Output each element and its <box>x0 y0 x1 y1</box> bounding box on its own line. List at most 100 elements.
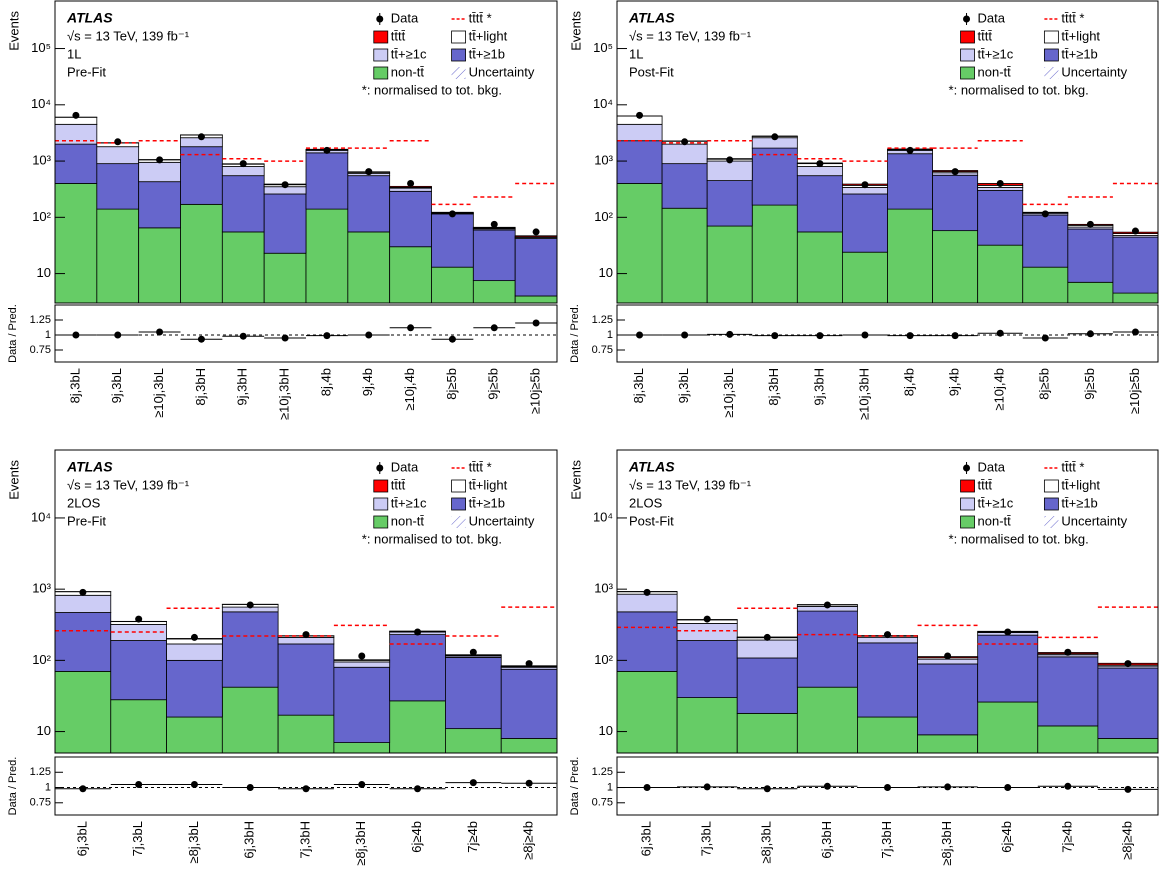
bar-segment <box>277 643 335 716</box>
ratio-tick-label: 1.25 <box>30 314 51 326</box>
bar-segment <box>751 204 798 304</box>
x-tick-label: 6j≥4b <box>409 821 424 853</box>
ratio-point <box>636 331 644 339</box>
y-tick-label: 10⁵ <box>31 40 51 55</box>
legend-label: non-tt̄ <box>391 64 425 79</box>
ratio-point <box>906 332 914 340</box>
bar-segment <box>977 187 1024 191</box>
ratio-point <box>703 783 711 791</box>
legend-label: non-tt̄ <box>978 64 1012 79</box>
data-point <box>156 156 164 164</box>
bar-segment <box>110 640 167 701</box>
bar-segment <box>932 174 979 232</box>
legend-swatch <box>451 516 466 528</box>
bar-segment <box>138 161 181 183</box>
bar-segment <box>110 699 167 754</box>
x-tick-label: 6j,3bH <box>242 821 257 859</box>
ratio-tick-label: 1 <box>607 781 613 793</box>
bar-segment <box>445 728 502 754</box>
bar-segment <box>138 181 181 229</box>
y-tick-label: 10³ <box>594 581 613 596</box>
y-tick-label: 10³ <box>594 153 613 168</box>
bar-segment <box>616 183 663 304</box>
ratio-point <box>532 319 540 327</box>
bar-segment <box>180 146 223 205</box>
data-point <box>951 168 959 176</box>
x-tick-label: ≥10j,3bL <box>721 368 736 418</box>
data-point <box>823 601 831 609</box>
ratio-tick-label: 0.75 <box>30 344 51 356</box>
legend-label: tt̄+light <box>469 28 508 43</box>
legend-label: tt̄+≥1c <box>978 46 1014 61</box>
data-point <box>365 168 373 176</box>
x-tick-label: 8j,4b <box>318 368 333 396</box>
x-tick-label: ≥8j,3bH <box>939 821 954 866</box>
x-tick-label: 9j,3bL <box>109 368 124 403</box>
bar-segment <box>842 187 888 195</box>
data-point <box>944 652 952 660</box>
legend-swatch <box>1043 497 1059 511</box>
x-tick-label: 8j≥5b <box>1037 368 1052 400</box>
bar-segment <box>706 225 753 304</box>
y-axis-title: Events <box>6 460 21 500</box>
y-axis-title: Events <box>568 460 583 500</box>
bar-segment <box>347 175 391 233</box>
bar-segment <box>54 143 98 184</box>
legend-note: *: normalised to tot. bkg. <box>949 531 1089 546</box>
ratio-frame <box>54 304 558 363</box>
data-point <box>323 146 331 154</box>
legend-label: tt̄tt̄ <box>391 477 406 492</box>
bar-segment <box>1112 292 1159 304</box>
ratio-point <box>239 332 247 340</box>
bar-segment <box>221 166 265 177</box>
fit-label: Pre-Fit <box>67 64 106 79</box>
legend-swatch <box>960 30 975 44</box>
x-tick-label: ≥10j,3bH <box>856 368 871 420</box>
region-label: 2LOS <box>67 495 101 510</box>
ratio-tick-label: 0.75 <box>592 344 613 356</box>
legend-label: non-tt̄ <box>391 513 425 528</box>
x-tick-label: 7j,3bH <box>297 821 312 859</box>
bar-segment <box>472 229 516 282</box>
atlas-label: ATLAS <box>628 10 675 26</box>
x-tick-label: 7j,3bH <box>879 821 894 859</box>
ratio-point <box>407 324 415 332</box>
bar-segment <box>616 611 678 672</box>
bar-segment <box>1097 667 1159 739</box>
bar-segment <box>661 207 708 304</box>
x-tick-label: 6j,3bL <box>74 821 89 856</box>
x-tick-label: 9j,3bL <box>676 368 691 403</box>
data-point <box>490 220 498 228</box>
x-tick-label: 9j,4b <box>360 368 375 396</box>
legend-swatch <box>373 48 389 62</box>
data-point <box>681 138 689 146</box>
bar-segment <box>333 659 391 661</box>
legend-swatch <box>373 66 389 80</box>
bar-segment <box>221 611 279 688</box>
ratio-point <box>414 785 422 793</box>
fit-label: Pre-Fit <box>67 513 106 528</box>
bar-segment <box>857 716 918 754</box>
bar-segment <box>445 657 502 730</box>
data-point <box>771 133 779 141</box>
x-tick-label: 8j,4b <box>901 368 916 396</box>
x-tick-label: 6j≥4b <box>999 821 1014 853</box>
x-tick-label: ≥8j,3bL <box>186 821 201 864</box>
region-label: 1L <box>629 46 643 61</box>
main-frame <box>54 0 558 304</box>
bar-segment <box>347 231 391 304</box>
data-point <box>643 588 651 596</box>
atlas-label: ATLAS <box>628 459 675 475</box>
legend-note: *: normalised to tot. bkg. <box>362 82 502 97</box>
bar-segment <box>472 280 516 304</box>
ratio-point <box>1064 782 1072 790</box>
y-tick-label: 10⁴ <box>31 96 51 111</box>
data-point <box>190 633 198 641</box>
bar-segment <box>54 594 112 613</box>
bar-segment <box>676 697 738 754</box>
bar-segment <box>661 163 708 209</box>
energy-label: √s = 13 TeV, 139 fb⁻¹ <box>67 477 190 492</box>
data-point <box>448 210 456 218</box>
x-tick-label: ≥10j,3bL <box>151 368 166 418</box>
legend-label: tt̄+≥1b <box>1061 46 1097 61</box>
